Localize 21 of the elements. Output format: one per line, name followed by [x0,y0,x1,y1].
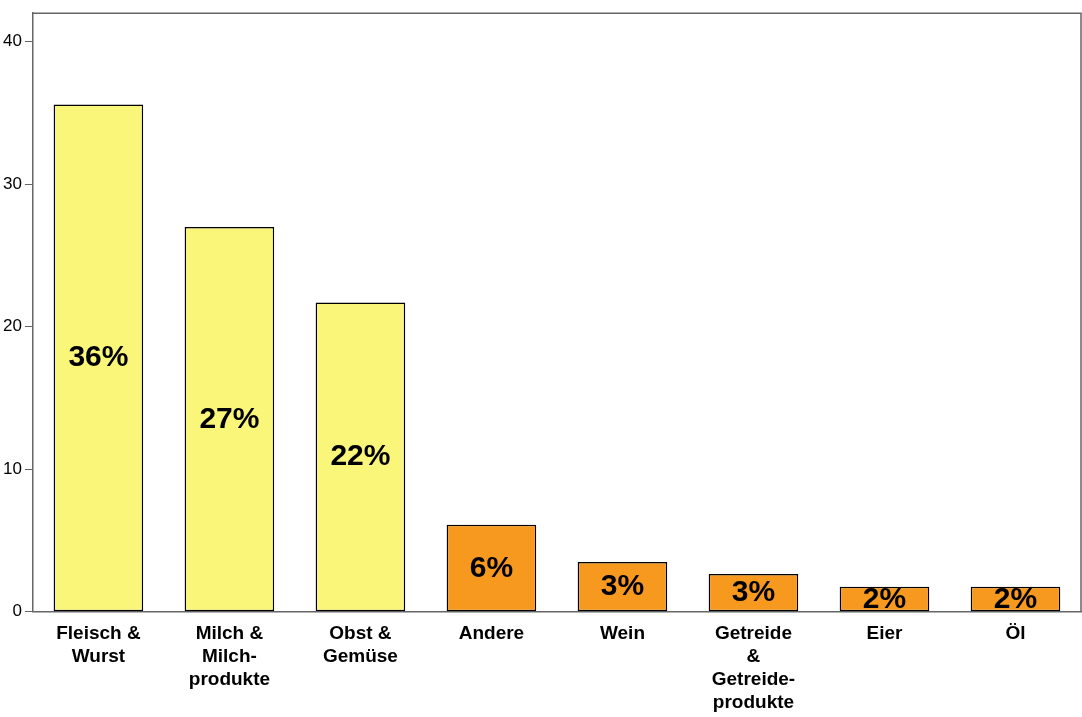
y-tick-label: 20 [2,316,22,336]
y-tick-label: 30 [2,173,22,193]
x-tick-label: Milch & Milch- produkte [188,622,271,690]
y-tick-label: 40 [2,31,22,51]
x-tick-label: Eier [866,622,904,644]
x-tick-label: Wein [599,622,645,644]
x-tick-label: Getreide & Getreide- produkte [711,622,796,712]
data-label: 3% [731,574,776,608]
data-label: 22% [330,438,391,472]
y-tick-label: 0 [12,601,22,621]
data-label: 2% [862,580,907,614]
x-tick-label: Andere [458,622,525,644]
data-label: 6% [469,549,514,583]
x-tick-label: Obst & Gemüse [322,622,398,667]
x-tick-label: Öl [1005,622,1026,644]
y-tick-label: 10 [2,458,22,478]
data-label: 3% [600,568,645,602]
data-label: 27% [199,400,260,434]
data-label: 2% [993,580,1038,614]
data-label: 36% [68,339,129,373]
x-tick-label: Fleisch & Wurst [56,622,141,667]
